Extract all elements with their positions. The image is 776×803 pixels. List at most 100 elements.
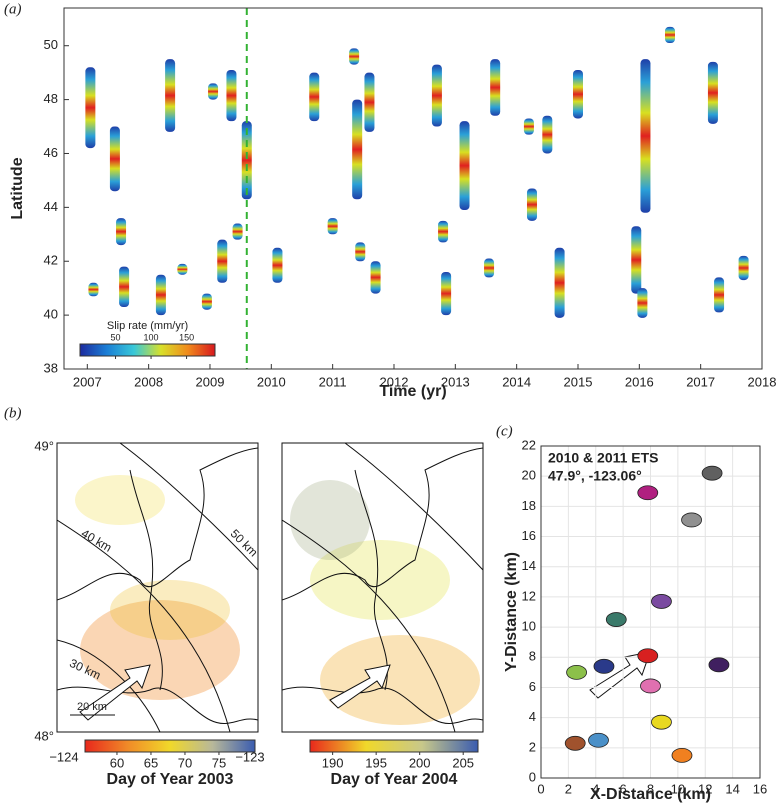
y-tick-label: 48: [44, 91, 58, 106]
x-tick-label: 2017: [686, 374, 715, 389]
y-tick-label: 22: [522, 437, 536, 452]
slip-event: [177, 263, 188, 275]
colorbar: [309, 739, 479, 753]
lon-label: −124: [49, 749, 78, 764]
coastline: [57, 686, 258, 725]
slip-event: [640, 59, 651, 213]
slip-event: [309, 72, 320, 122]
cluster: [637, 648, 659, 664]
slip-event: [327, 218, 338, 235]
cluster: [605, 612, 627, 627]
x-axis-label: X-Distance (km): [590, 786, 711, 803]
slip-event: [88, 282, 99, 297]
coastline: [354, 469, 388, 691]
y-tick-label: 18: [522, 498, 536, 513]
y-axis-label: Y-Distance (km): [503, 552, 520, 672]
cluster: [701, 465, 723, 481]
y-tick-label: 8: [529, 649, 536, 664]
y-tick-label: 38: [44, 360, 58, 375]
y-tick-label: 42: [44, 253, 58, 268]
cluster: [637, 485, 659, 501]
event-cloud: [110, 580, 230, 640]
colorbar-tick-label: 100: [144, 332, 159, 342]
x-tick-label: 2014: [502, 374, 531, 389]
colorbar-tick-label: 150: [179, 332, 194, 342]
cluster: [681, 512, 702, 528]
x-tick-label: 6: [620, 781, 627, 796]
arrow: [329, 664, 391, 709]
slip-event: [370, 261, 381, 294]
x-axis-label: Time (yr): [379, 383, 446, 400]
plot-frame: [540, 445, 761, 779]
x-tick-label: 2012: [380, 374, 409, 389]
contour-label: 40 km: [79, 526, 114, 554]
colorbar: [79, 343, 216, 357]
colorbar-tick-label: 70: [178, 755, 192, 770]
x-tick-label: 0: [537, 781, 544, 796]
cluster: [651, 594, 672, 609]
slip-event: [572, 69, 583, 119]
cluster: [651, 714, 672, 730]
event-cloud: [320, 635, 480, 725]
panel-label: (a): [4, 1, 22, 17]
scale-label: 20 km: [77, 701, 107, 713]
colorbar-tick-label: 190: [322, 755, 344, 770]
slip-event: [109, 126, 120, 192]
map-right: [282, 443, 483, 732]
y-tick-label: 12: [522, 588, 536, 603]
slip-event: [208, 83, 219, 100]
x-tick-label: 2: [565, 781, 572, 796]
colorbar-tick-label: 65: [144, 755, 158, 770]
x-tick-label: 4: [592, 781, 599, 796]
slip-event: [664, 26, 675, 44]
slip-event: [441, 272, 452, 316]
x-tick-label: 2018: [748, 374, 776, 389]
x-tick-label: 2015: [564, 374, 593, 389]
y-tick-label: 6: [529, 679, 536, 694]
colorbar-tick-label: 60: [110, 755, 124, 770]
arrow: [79, 664, 151, 721]
contour: [57, 519, 231, 732]
colorbar-label: Day of Year 2003: [107, 771, 234, 788]
lat-label: 48°: [34, 728, 54, 743]
slip-event: [241, 121, 252, 200]
map-left: [57, 443, 258, 732]
cluster: [588, 732, 609, 748]
colorbar-tick-label: 195: [365, 755, 387, 770]
slip-event: [542, 115, 553, 154]
y-tick-label: 20: [522, 468, 536, 483]
chart-subtitle: 47.9°, -123.06°: [548, 468, 642, 484]
slip-event: [490, 59, 501, 116]
coastline: [129, 469, 163, 691]
contour: [119, 443, 258, 571]
y-tick-label: 40: [44, 307, 58, 322]
slip-event: [355, 242, 366, 262]
map-frame: [56, 442, 259, 733]
slip-event: [438, 220, 449, 243]
y-tick-label: 2: [529, 739, 536, 754]
y-tick-label: 44: [44, 199, 58, 214]
x-tick-label: 10: [671, 781, 685, 796]
x-tick-label: 2016: [625, 374, 654, 389]
slip-event: [201, 293, 212, 310]
plot-frame: [63, 7, 763, 370]
contour: [344, 443, 483, 571]
slip-event: [232, 223, 243, 240]
lat-label: 49°: [34, 438, 54, 453]
cluster: [671, 747, 693, 763]
slip-event: [226, 69, 237, 122]
slip-event: [707, 61, 718, 124]
slip-event: [217, 239, 228, 283]
slip-event: [484, 258, 495, 278]
x-tick-label: 2013: [441, 374, 470, 389]
slip-event: [526, 188, 537, 221]
slip-event: [85, 67, 96, 149]
coastline: [57, 447, 258, 601]
slip-event: [714, 277, 725, 313]
panel-label: (b): [4, 405, 22, 421]
x-tick-label: 16: [753, 781, 767, 796]
slip-event: [165, 59, 176, 132]
slip-event: [119, 266, 130, 308]
y-tick-label: 10: [522, 619, 536, 634]
